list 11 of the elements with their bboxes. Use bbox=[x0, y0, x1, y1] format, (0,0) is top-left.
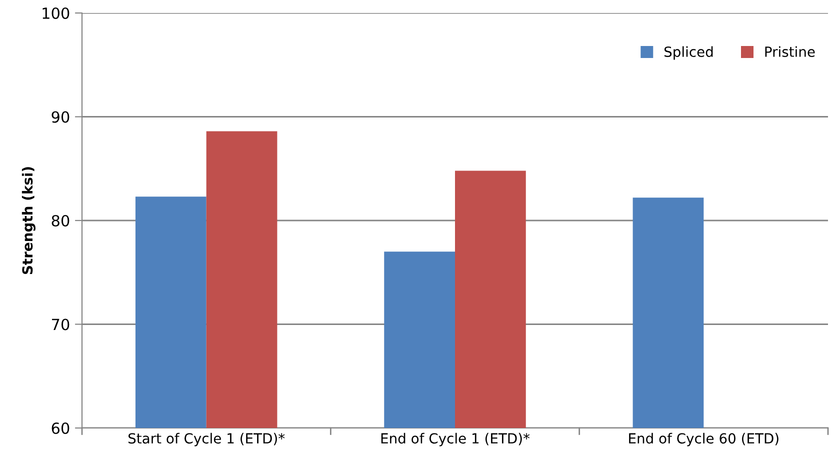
y-tick-label: 90 bbox=[52, 111, 70, 123]
y-tick-label: 70 bbox=[52, 318, 70, 330]
y-tick-label: 60 bbox=[52, 422, 70, 434]
legend-label: Pristine bbox=[765, 46, 815, 57]
legend-label: Spliced bbox=[664, 46, 713, 60]
y-tick-label: 80 bbox=[52, 214, 70, 227]
x-tick-label: Start of Cycle 1 (ETD)* bbox=[128, 432, 285, 446]
x-tick-label: End of Cycle 60 (ETD) bbox=[629, 432, 778, 446]
y-axis-title: Strength (ksi) bbox=[22, 167, 36, 274]
x-tick-label: End of Cycle 1 (ETD)* bbox=[381, 432, 530, 446]
y-tick-label: 100 bbox=[42, 7, 70, 20]
